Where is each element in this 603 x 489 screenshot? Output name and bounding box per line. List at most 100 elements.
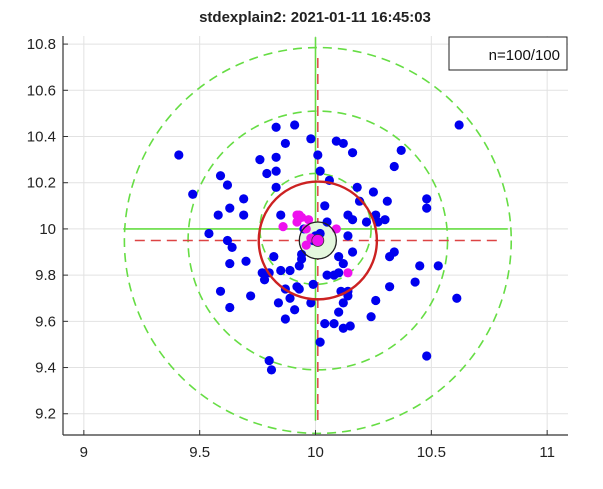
y-tick-label: 9.6 <box>35 313 56 330</box>
blue-data-point <box>273 298 284 308</box>
blue-data-point <box>276 210 286 220</box>
blue-data-point <box>396 145 406 155</box>
blue-data-point <box>285 265 295 276</box>
blue-data-point <box>345 321 355 331</box>
black-mean-circle <box>298 221 337 260</box>
magenta-data-point <box>297 212 307 222</box>
blue-data-point <box>389 247 399 257</box>
blue-data-point <box>269 252 279 262</box>
blue-data-point <box>322 270 332 280</box>
blue-data-point <box>241 256 251 266</box>
y-tick-label: 10 <box>39 221 56 238</box>
blue-data-point <box>188 189 198 199</box>
blue-data-point <box>264 356 274 366</box>
y-tick-label: 9.2 <box>35 406 56 423</box>
blue-data-point <box>422 203 432 213</box>
blue-data-point <box>329 319 339 329</box>
blue-data-point <box>347 247 358 257</box>
blue-data-point <box>225 203 235 213</box>
blue-data-point <box>454 120 464 130</box>
green-dashed-circle <box>123 46 513 435</box>
blue-data-point <box>361 217 372 227</box>
blue-data-point <box>294 261 304 271</box>
blue-data-point <box>452 293 462 303</box>
blue-data-point <box>368 187 379 197</box>
blue-data-point <box>262 168 272 179</box>
magenta-data-point <box>343 268 353 278</box>
x-tick-label: 9 <box>80 444 88 461</box>
blue-data-point <box>246 291 256 301</box>
magenta-data-point <box>301 240 311 250</box>
blue-data-point <box>222 235 233 246</box>
blue-data-point <box>315 337 325 347</box>
blue-data-point <box>338 323 348 333</box>
blue-data-point <box>320 319 330 329</box>
x-tick-label: 11 <box>539 444 555 461</box>
blue-data-point <box>352 182 362 192</box>
blue-data-point <box>354 196 365 206</box>
magenta-data-point <box>301 224 311 234</box>
blue-data-point <box>347 148 358 158</box>
blue-data-point <box>225 302 235 313</box>
blue-data-point <box>280 314 290 324</box>
blue-data-point <box>280 138 290 149</box>
blue-data-point <box>320 201 330 211</box>
blue-data-point <box>306 134 316 144</box>
blue-data-point <box>225 258 235 269</box>
blue-data-point <box>410 277 420 287</box>
chart-title: stdexplain2: 2021-01-11 16:45:03 <box>199 9 431 26</box>
blue-data-point <box>347 215 358 225</box>
blue-data-point <box>371 295 381 306</box>
blue-data-point <box>415 261 425 271</box>
blue-data-point <box>222 180 233 190</box>
blue-data-point <box>385 282 395 292</box>
blue-data-point <box>292 282 302 292</box>
blue-data-point <box>334 307 344 317</box>
x-tick-label: 10.5 <box>417 444 446 461</box>
blue-data-point <box>213 210 223 220</box>
blue-data-point <box>204 228 214 239</box>
blue-data-point <box>366 312 376 322</box>
x-tick-label: 9.5 <box>189 444 210 461</box>
blue-data-point <box>315 166 325 176</box>
y-tick-label: 9.8 <box>35 267 56 284</box>
y-tick-label: 10.4 <box>27 129 56 146</box>
red-std-circle <box>257 180 379 301</box>
blue-data-point <box>271 166 281 176</box>
blue-data-point <box>290 305 300 315</box>
blue-data-point <box>271 152 281 162</box>
blue-data-point <box>322 217 332 227</box>
blue-data-point <box>215 171 226 181</box>
blue-data-point <box>174 150 184 160</box>
blue-data-point <box>285 293 295 303</box>
y-tick-label: 10.8 <box>27 36 56 53</box>
mean-overlays <box>257 180 379 301</box>
blue-data-point <box>271 182 281 192</box>
blue-data-point <box>276 265 286 276</box>
blue-data-point <box>334 268 344 278</box>
mean-marker <box>311 234 325 247</box>
axes: 9 9.5 10 10.5 11 9.2 9.4 9.6 9.8 10 10.2 10.4 10.6 10… <box>27 36 568 461</box>
magenta-data-point <box>303 215 314 225</box>
blue-data-point <box>380 215 390 225</box>
blue-data-point <box>239 210 249 220</box>
blue-data-point <box>382 196 392 206</box>
blue-data-point <box>422 194 432 204</box>
blue-data-point <box>227 242 237 252</box>
data-points <box>174 120 464 375</box>
blue-data-point <box>266 365 277 375</box>
blue-data-point <box>239 194 249 204</box>
blue-data-point <box>338 138 348 149</box>
blue-data-point <box>290 120 300 130</box>
blue-data-point <box>215 286 226 296</box>
y-tick-label: 9.4 <box>35 360 56 377</box>
y-tick-label: 10.2 <box>27 175 56 192</box>
blue-data-point <box>313 150 323 160</box>
blue-data-point <box>433 261 443 271</box>
blue-data-point <box>257 268 267 278</box>
blue-data-point <box>297 254 307 264</box>
blue-data-point <box>343 231 353 241</box>
blue-data-point <box>422 351 432 361</box>
x-tick-label: 10 <box>307 444 324 461</box>
